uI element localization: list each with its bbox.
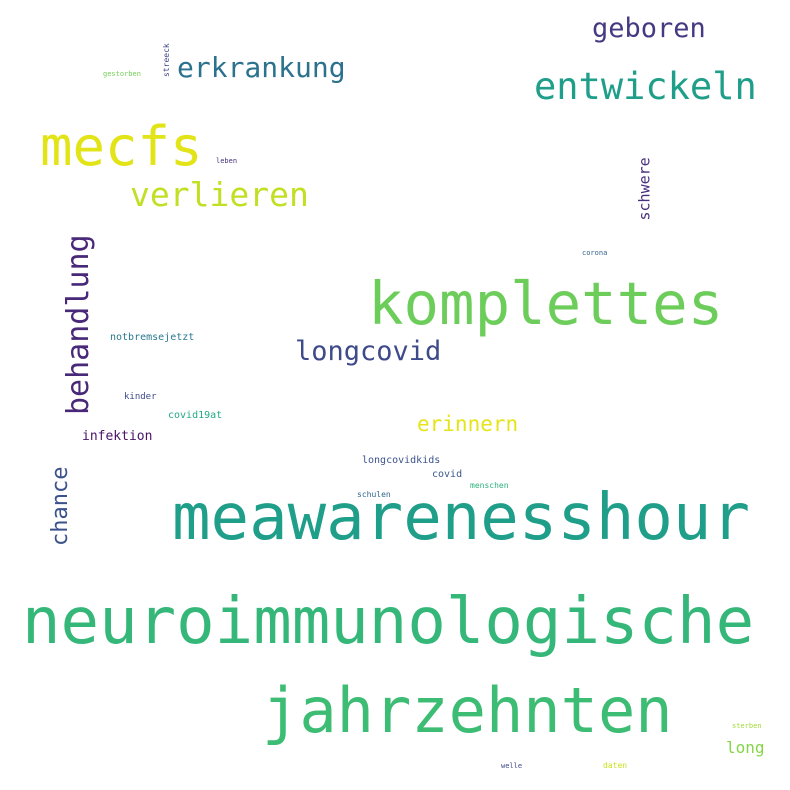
word-chance: chance [48, 466, 73, 546]
word-daten: daten [603, 761, 628, 770]
word-kinder: kinder [124, 392, 157, 402]
word-erkrankung: erkrankung [177, 51, 346, 84]
word-geboren: geboren [592, 13, 706, 44]
word-meawarenesshour: meawarenesshour [172, 481, 750, 555]
word-leben: leben [216, 157, 238, 165]
word-entwickeln: entwickeln [534, 65, 757, 108]
word-corona: corona [582, 249, 608, 257]
word-gestorben: gestorben [103, 70, 141, 78]
word-schulen: schulen [357, 490, 391, 499]
word-long: long [726, 738, 765, 757]
word-behandlung: behandlung [61, 234, 96, 415]
word-welle: welle [501, 762, 523, 770]
word-erinnern: erinnern [417, 412, 519, 436]
word-longcovid: longcovid [295, 336, 442, 367]
word-notbremsejetzt: notbremsejetzt [110, 332, 195, 343]
word-menschen: menschen [470, 481, 509, 490]
word-covid19at: covid19at [168, 410, 223, 421]
word-longcovidkids: longcovidkids [362, 455, 441, 466]
word-mecfs: mecfs [40, 115, 203, 178]
word-streeck: streeck [162, 43, 171, 77]
word-infektion: infektion [82, 429, 153, 444]
word-sterben: sterben [732, 722, 762, 730]
word-covid: covid [432, 469, 463, 480]
word-jahrzehnten: jahrzehnten [262, 674, 673, 747]
word-neuroimmunologische: neuroimmunologische [22, 585, 755, 659]
word-komplettes: komplettes [368, 269, 724, 338]
word-verlieren: verlieren [130, 175, 309, 214]
word-schwere: schwere [635, 157, 654, 221]
